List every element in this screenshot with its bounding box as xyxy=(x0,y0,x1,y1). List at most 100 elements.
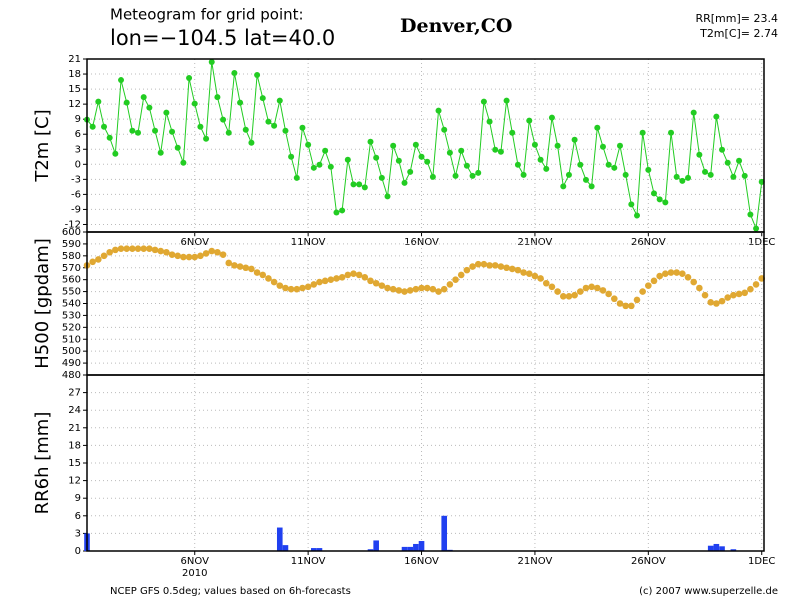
point xyxy=(220,116,227,123)
point xyxy=(350,270,357,278)
x-tick-label: 26NOV xyxy=(631,237,666,248)
point xyxy=(486,262,493,269)
y-tick-label: 500 xyxy=(62,346,81,357)
point xyxy=(191,253,199,261)
point xyxy=(299,284,306,292)
point xyxy=(435,288,442,295)
point xyxy=(599,287,607,294)
point xyxy=(628,201,635,208)
x-tick-label: 16NOV xyxy=(404,556,439,567)
point xyxy=(242,264,250,272)
y-tick-label: 12 xyxy=(68,476,81,487)
point xyxy=(271,122,278,129)
y-tick-label: 6 xyxy=(75,511,81,522)
point xyxy=(452,276,459,283)
point xyxy=(338,273,346,281)
point xyxy=(719,146,726,153)
point xyxy=(106,134,113,141)
y-tick-label: 560 xyxy=(62,275,81,286)
point xyxy=(696,151,703,158)
point xyxy=(248,139,255,146)
y-tick-label: 580 xyxy=(62,251,81,262)
point xyxy=(616,142,623,149)
point xyxy=(310,164,317,171)
point xyxy=(594,284,601,292)
point xyxy=(95,98,102,105)
point xyxy=(673,173,680,180)
point xyxy=(491,262,499,269)
point xyxy=(639,288,646,295)
point xyxy=(191,100,198,107)
point xyxy=(282,284,289,292)
point xyxy=(514,266,522,274)
y-tick-label: 3 xyxy=(75,144,81,155)
y-tick-label: 490 xyxy=(62,358,81,369)
point xyxy=(112,150,119,157)
y-tick-label: -12 xyxy=(65,219,81,230)
point xyxy=(259,95,266,102)
point xyxy=(168,251,176,258)
point xyxy=(140,245,148,252)
point xyxy=(208,59,215,66)
point xyxy=(741,289,749,297)
point xyxy=(611,295,618,303)
point xyxy=(395,287,403,294)
point xyxy=(543,165,550,172)
point xyxy=(406,287,414,294)
point xyxy=(633,212,640,219)
point xyxy=(628,302,635,310)
point xyxy=(373,154,380,161)
point xyxy=(548,283,556,291)
point xyxy=(667,269,675,276)
point xyxy=(208,247,216,255)
point xyxy=(180,159,187,166)
bar xyxy=(276,527,283,551)
bar xyxy=(441,515,448,551)
y-axis-label: T2m [C] xyxy=(32,109,53,182)
point xyxy=(605,290,612,298)
y-tick-label: 9 xyxy=(75,114,81,125)
point xyxy=(327,276,335,283)
point xyxy=(231,70,238,77)
y-tick-label: -3 xyxy=(71,174,81,185)
point xyxy=(140,94,147,101)
point xyxy=(747,211,754,218)
point xyxy=(440,285,448,293)
point xyxy=(457,271,465,279)
point xyxy=(134,245,142,252)
y-tick-label: 9 xyxy=(75,493,81,504)
point xyxy=(282,127,289,134)
panel-frame xyxy=(86,231,765,376)
point xyxy=(321,277,329,285)
point xyxy=(339,207,346,214)
point xyxy=(492,146,499,153)
y-tick-label: 6 xyxy=(75,129,81,140)
bar xyxy=(407,546,413,551)
point xyxy=(157,149,164,156)
point xyxy=(565,293,573,300)
bar xyxy=(373,540,379,551)
point xyxy=(679,270,686,278)
point xyxy=(350,181,357,188)
point xyxy=(480,98,487,105)
point xyxy=(576,288,584,295)
point xyxy=(152,127,159,134)
y-tick-label: 600 xyxy=(62,227,81,238)
point xyxy=(503,97,510,104)
point xyxy=(696,284,703,292)
point xyxy=(372,279,380,287)
point xyxy=(270,278,278,286)
credit: (c) 2007 www.superzelle.de xyxy=(639,586,778,597)
point xyxy=(259,271,267,279)
y-tick-label: 12 xyxy=(68,99,81,110)
point xyxy=(304,283,312,291)
point xyxy=(276,97,283,104)
year-label: 2010 xyxy=(182,568,207,579)
point xyxy=(718,297,726,305)
point xyxy=(565,171,572,178)
point xyxy=(673,269,680,276)
point xyxy=(407,168,414,175)
point xyxy=(236,263,244,270)
y-tick-label: -6 xyxy=(71,189,81,200)
